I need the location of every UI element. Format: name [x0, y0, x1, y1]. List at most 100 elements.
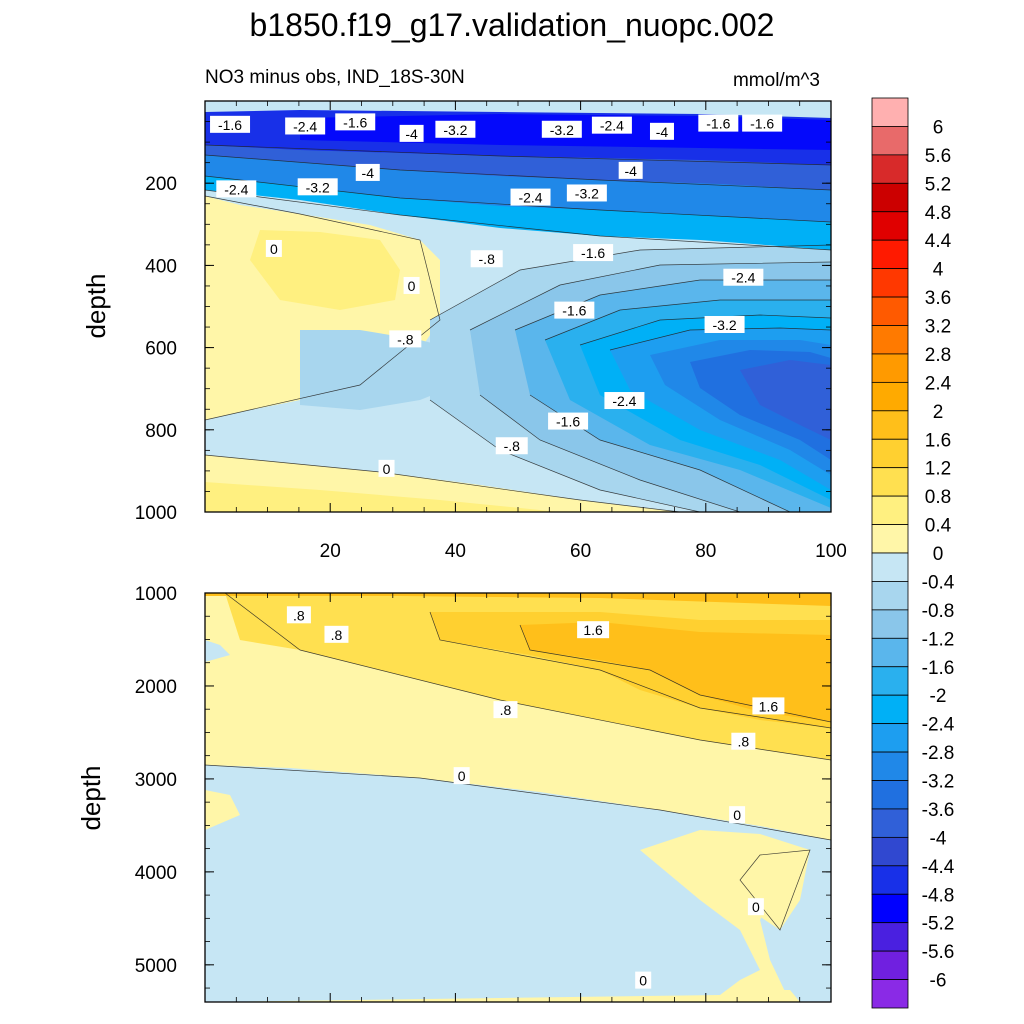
colorbar-label: -3.6 [922, 800, 955, 821]
contour-label-text: .8 [738, 734, 750, 750]
contour-label-text: -3.2 [306, 179, 330, 195]
colorbar-label: -0.8 [922, 601, 955, 622]
contour-label-text: -1.6 [218, 117, 242, 133]
colorbar-swatch [871, 126, 909, 156]
contour-label: -1.6 [698, 114, 739, 132]
x-tick-label: 60 [570, 541, 591, 562]
colorbar-swatch [871, 780, 909, 810]
contour-label-text: -2.4 [600, 118, 624, 134]
colorbar-label: -0.4 [922, 572, 955, 593]
contour-label: -4 [618, 161, 643, 179]
contour-label-text: -1.6 [343, 114, 367, 130]
contour-label-text: -2.4 [612, 393, 636, 409]
contour-label-text: -2.4 [224, 181, 248, 197]
lower-y-axis: 1000 2000 3000 4000 5000 [135, 584, 831, 989]
y-tick-label: 200 [145, 174, 177, 195]
chart-subtitle: NO3 minus obs, IND_18S-30N [205, 67, 465, 88]
contour-label: .8 [493, 701, 518, 719]
colorbar-label: 5.2 [925, 174, 951, 195]
colorbar-swatch [871, 751, 909, 781]
colorbar-swatch [871, 893, 909, 924]
contour-label: -2.4 [216, 180, 257, 198]
lower-ylabel: depth [76, 765, 106, 830]
colorbar-label: 6 [933, 117, 944, 138]
y-tick-label: 4000 [135, 863, 177, 884]
contour-label: -4 [399, 124, 424, 142]
contour-label-text: -1.6 [556, 414, 580, 430]
contour-label: -1.6 [548, 412, 589, 430]
colorbar-swatch [871, 865, 909, 895]
colorbar-label: 2.4 [925, 373, 952, 394]
contour-label-text: -4 [405, 126, 418, 142]
upper-y-axis: 200 400 600 800 1000 [135, 100, 831, 524]
units-label: mmol/m^3 [733, 70, 820, 91]
colorbar-swatch [871, 182, 909, 213]
colorbar-label: 1.2 [925, 459, 951, 480]
contour-label: 0 [378, 459, 395, 477]
colorbar-swatch [871, 495, 909, 525]
colorbar-swatch [871, 154, 909, 184]
colorbar-label: 4 [933, 260, 944, 281]
colorbar-label: -4.4 [922, 857, 955, 878]
contour-label: .8 [731, 732, 756, 750]
colorbar-swatch [871, 325, 909, 355]
contour-label: -2.4 [510, 188, 551, 206]
contour-label-text: 0 [270, 241, 278, 257]
contour-label: .8 [286, 606, 311, 624]
contour-label-text: 0 [383, 461, 391, 477]
contour-label: -3.2 [704, 315, 745, 333]
colorbar-swatch [871, 353, 909, 383]
colorbar-label: 1.6 [925, 430, 951, 451]
colorbar-label: 3.6 [925, 288, 951, 309]
contour-label-text: 1.6 [583, 622, 603, 638]
colorbar-swatch [871, 438, 909, 469]
contour-label: -1.6 [210, 115, 251, 133]
contour-label-text: 0 [408, 278, 416, 294]
y-tick-label: 400 [145, 256, 177, 277]
contour-label-text: -4 [362, 165, 375, 181]
colorbar-swatch [871, 381, 909, 412]
colorbar-label: -2.4 [922, 715, 955, 736]
contour-label: -.8 [470, 250, 503, 268]
colorbar-label: 2.8 [925, 345, 951, 366]
contour-label: 0 [453, 767, 470, 785]
contour-label-text: -.8 [504, 438, 521, 454]
colorbar-label: -1.2 [922, 629, 955, 650]
contour-label-text: -1.6 [706, 116, 730, 132]
contour-label: 0 [265, 239, 282, 257]
contour-label-text: -1.6 [562, 303, 586, 319]
contour-label-text: 0 [639, 973, 647, 989]
contour-label: -2.4 [723, 268, 764, 286]
colorbar-label: -3.2 [922, 772, 955, 793]
contour-label-text: -1.6 [581, 245, 605, 261]
colorbar-label: -4.8 [922, 885, 955, 906]
contour-label-text: 0 [458, 768, 466, 784]
contour-label-text: -3.2 [443, 122, 467, 138]
colorbar-swatch [871, 922, 909, 952]
lower-panel-fill [205, 593, 831, 1002]
colorbar-swatch [871, 666, 909, 696]
colorbar-swatch [871, 410, 909, 440]
colorbar-swatch [871, 581, 909, 611]
colorbar-swatch [871, 552, 909, 582]
contour-label: -3.2 [541, 120, 582, 138]
contour-label: -2.4 [604, 392, 645, 410]
upper-contour-labels: -1.6 -2.4 -1.6 -4 -3.2 -3.2 -2.4 -4 -1.6 -1.6 -2.4… [210, 113, 783, 477]
colorbar-swatch [871, 609, 909, 639]
contour-label: -1.6 [335, 113, 376, 131]
contour-label: -3.2 [566, 184, 607, 202]
y-tick-label: 600 [145, 339, 177, 360]
colorbar-label: 0 [933, 544, 944, 565]
y-tick-label: 1000 [135, 503, 177, 524]
y-tick-label: 5000 [135, 956, 177, 977]
x-tick-label: 80 [695, 541, 716, 562]
colorbar-swatch [871, 950, 909, 980]
colorbar-label: 5.6 [925, 146, 951, 167]
contour-label-text: -2.4 [293, 118, 317, 134]
colorbar-swatch [871, 97, 909, 127]
contour-label-text: -2.4 [518, 190, 542, 206]
y-tick-label: 2000 [135, 677, 177, 698]
contour-label-text: -3.2 [550, 122, 574, 138]
contour-label: -2.4 [591, 116, 632, 134]
